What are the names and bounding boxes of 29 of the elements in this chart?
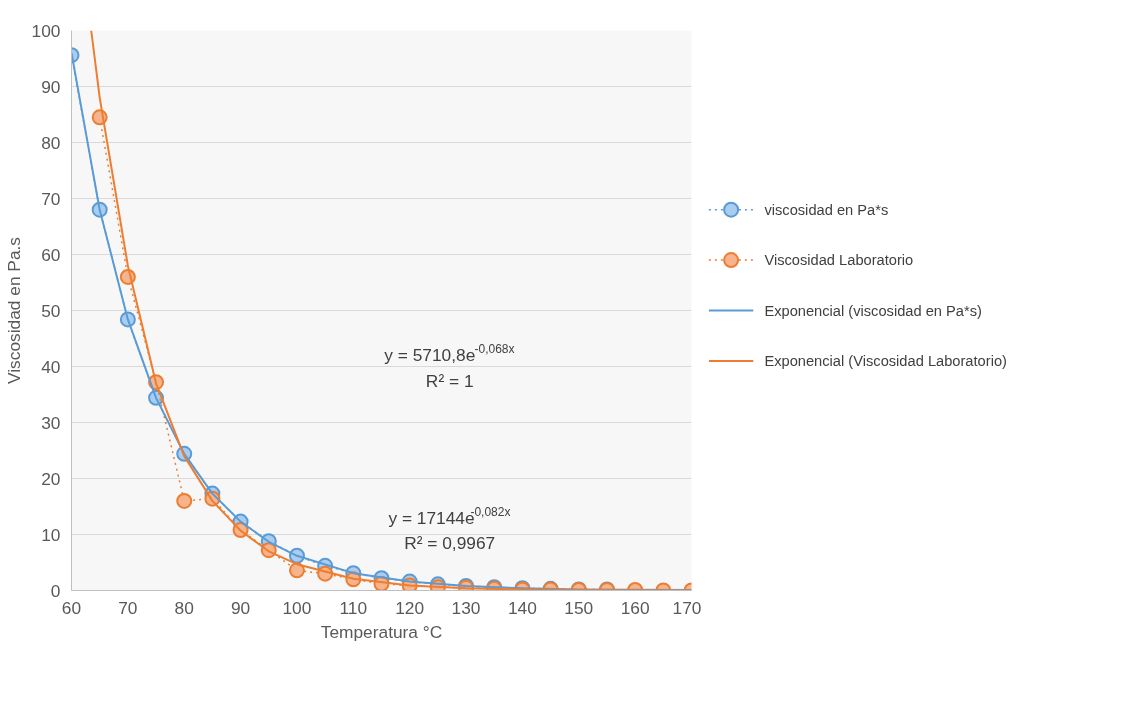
y-tick-label: 70 [41,188,61,209]
y-tick-label: 90 [41,76,61,97]
x-tick-label: 170 [672,597,702,618]
x-tick-label: 90 [230,597,251,618]
x-tick-label: 110 [339,597,368,618]
legend-label: Exponencial (Viscosidad Laboratorio) [764,352,1007,369]
x-axis-title: Temperatura °C [320,621,443,642]
y-tick-label: 80 [41,132,61,153]
x-tick-label: 80 [174,597,194,618]
x-tick-label: 130 [451,597,481,618]
x-tick-label: 100 [282,597,312,618]
y-tick-label: 60 [41,244,61,265]
legend-label: Viscosidad Laboratorio [764,252,914,269]
legend-label: viscosidad en Pa*s [764,201,889,218]
x-tick-label: 140 [507,597,537,618]
y-tick-label: 100 [31,20,61,41]
y-tick-label: 30 [41,412,61,433]
y-tick-label: 10 [41,524,61,545]
x-tick-label: 120 [395,597,425,618]
x-tick-label: 70 [118,597,138,618]
legend-label: Exponencial (viscosidad en Pa*s) [764,302,982,319]
y-tick-label: 50 [41,300,61,321]
y-tick-label: 20 [41,468,61,489]
y-tick-label: 0 [50,580,61,601]
y-axis-title: Viscosidad en Pa.s [3,236,24,385]
x-tick-label: 150 [564,597,594,618]
y-tick-label: 40 [41,356,61,377]
x-tick-label: 60 [61,597,82,618]
x-tick-label: 160 [620,597,650,618]
